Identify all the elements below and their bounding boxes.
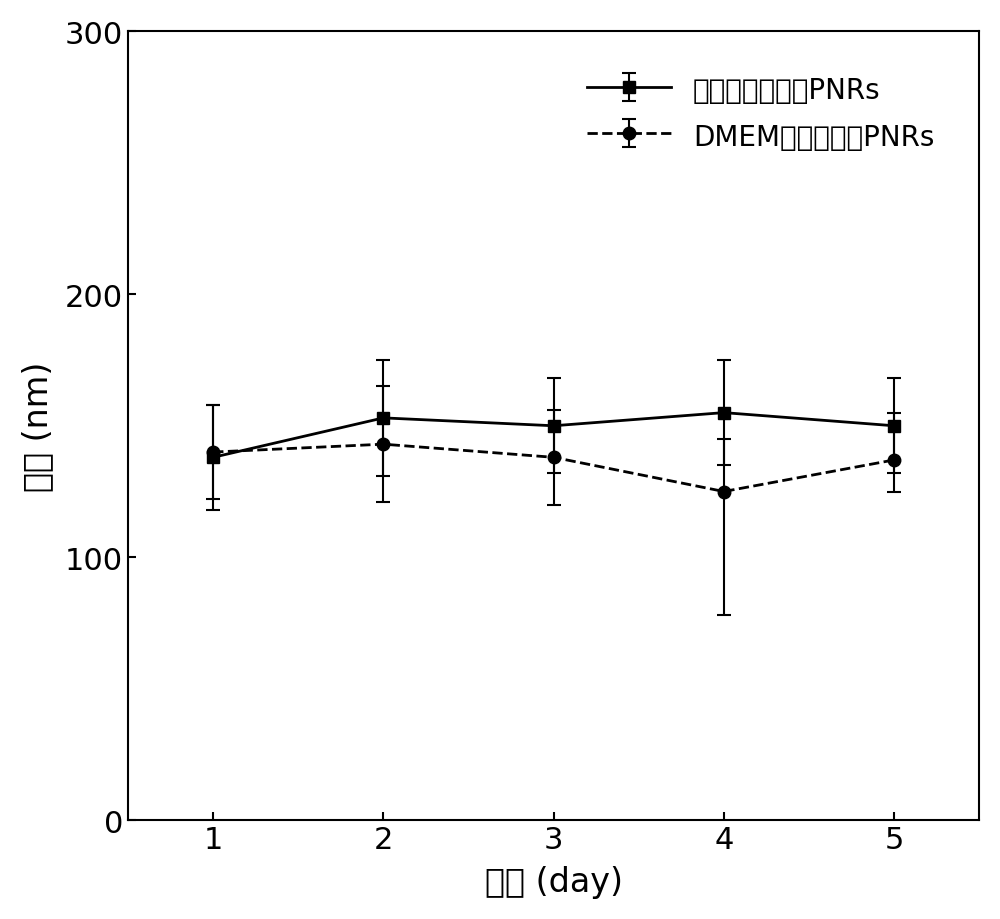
Y-axis label: 粒径 (nm): 粒径 (nm): [21, 361, 54, 492]
X-axis label: 时间 (day): 时间 (day): [485, 865, 623, 898]
Legend: 磷酸缓冲液中的PNRs, DMEM培养基中的PNRs: 磷酸缓冲液中的PNRs, DMEM培养基中的PNRs: [574, 62, 948, 165]
